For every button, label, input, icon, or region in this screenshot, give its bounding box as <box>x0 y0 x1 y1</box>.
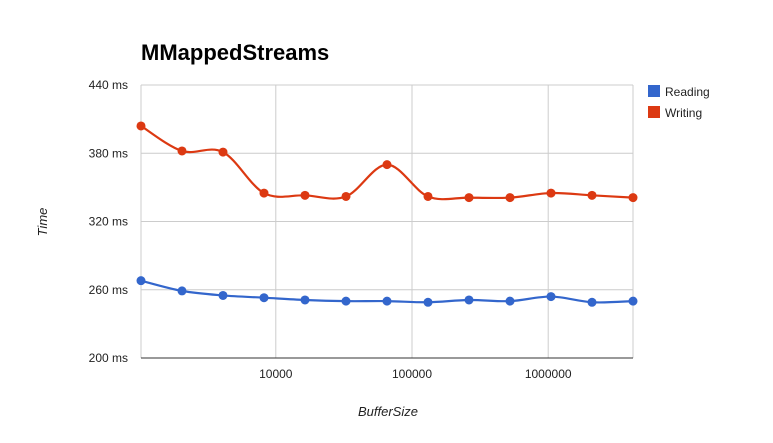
series-writing <box>136 121 638 203</box>
x-tick-label: 10000 <box>259 367 293 381</box>
y-tick-label: 200 ms <box>89 351 128 365</box>
y-axis-title: Time <box>35 208 50 237</box>
data-point-reading[interactable] <box>259 293 269 303</box>
legend-item-writing[interactable]: Writing <box>648 106 702 120</box>
legend-label: Reading <box>665 85 710 99</box>
y-tick-label: 260 ms <box>89 283 128 297</box>
legend-swatch <box>648 106 660 118</box>
data-point-writing[interactable] <box>136 121 146 131</box>
data-point-writing[interactable] <box>546 188 556 198</box>
data-point-writing[interactable] <box>587 190 597 200</box>
chart-title: MMappedStreams <box>141 40 329 65</box>
legend-swatch <box>648 85 660 97</box>
data-point-writing[interactable] <box>423 191 433 201</box>
legend-label: Writing <box>665 106 702 120</box>
data-point-reading[interactable] <box>136 276 146 286</box>
data-point-writing[interactable] <box>300 190 310 200</box>
series-group <box>136 121 638 307</box>
data-point-reading[interactable] <box>546 292 556 302</box>
data-point-reading[interactable] <box>587 297 597 307</box>
y-tick-label: 380 ms <box>89 146 128 160</box>
y-axis-ticks: 200 ms 260 ms 320 ms 380 ms 440 ms <box>89 78 128 365</box>
data-point-writing[interactable] <box>218 147 228 157</box>
x-tick-label: 100000 <box>392 367 432 381</box>
y-tick-label: 440 ms <box>89 78 128 92</box>
x-tick-label: 1000000 <box>525 367 572 381</box>
data-point-reading[interactable] <box>423 297 433 307</box>
series-reading <box>136 276 638 307</box>
data-point-writing[interactable] <box>259 188 269 198</box>
data-point-writing[interactable] <box>628 193 638 203</box>
data-point-reading[interactable] <box>341 296 351 306</box>
data-point-reading[interactable] <box>464 295 474 305</box>
x-axis-title: BufferSize <box>358 404 418 419</box>
data-point-reading[interactable] <box>382 296 392 306</box>
data-point-writing[interactable] <box>505 193 515 203</box>
gridlines <box>140 84 634 358</box>
y-tick-label: 320 ms <box>89 215 128 229</box>
data-point-writing[interactable] <box>382 160 392 170</box>
data-point-reading[interactable] <box>628 296 638 306</box>
data-point-writing[interactable] <box>341 191 351 201</box>
data-point-writing[interactable] <box>177 146 187 156</box>
legend[interactable]: Reading Writing <box>648 85 710 120</box>
data-point-reading[interactable] <box>218 290 228 300</box>
data-point-reading[interactable] <box>300 295 310 305</box>
x-axis-ticks: 10000 100000 1000000 <box>259 367 572 381</box>
data-point-reading[interactable] <box>177 286 187 296</box>
legend-item-reading[interactable]: Reading <box>648 85 710 99</box>
data-point-reading[interactable] <box>505 296 515 306</box>
data-point-writing[interactable] <box>464 193 474 203</box>
